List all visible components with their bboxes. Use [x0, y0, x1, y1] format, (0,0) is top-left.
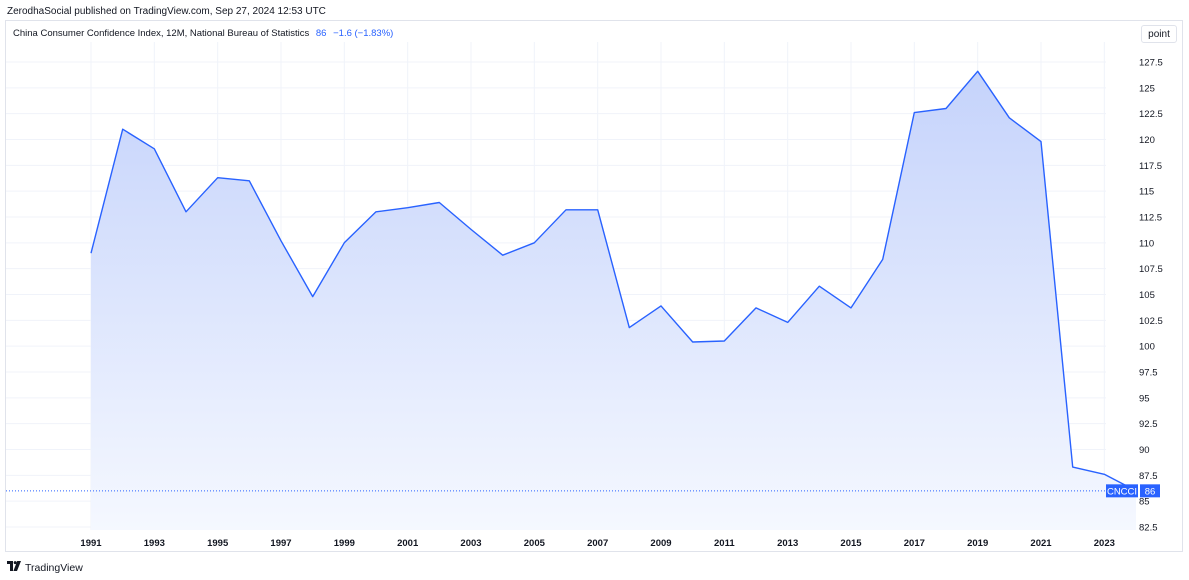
y-tick-label: 90 [1139, 445, 1150, 456]
y-tick-label: 92.5 [1139, 419, 1158, 430]
line-layer [6, 70, 1137, 492]
data-point [1102, 472, 1106, 476]
y-tick-label: 110 [1139, 238, 1154, 249]
x-tick-label: 2007 [587, 538, 608, 549]
y-tick-label: 120 [1139, 135, 1155, 146]
legend-last-value: 86 [315, 28, 327, 39]
x-tick-label: 2021 [1030, 538, 1052, 549]
x-tick-label: 2001 [397, 538, 419, 549]
y-tick-label: 112.5 [1139, 213, 1162, 224]
data-point [89, 251, 93, 255]
x-tick-label: 2023 [1094, 538, 1115, 549]
data-point [501, 253, 505, 257]
series-line [90, 70, 1137, 492]
y-tick-label: 82.5 [1139, 523, 1158, 534]
y-tick-label: 95 [1139, 393, 1150, 404]
data-point [754, 306, 758, 310]
x-tick-label: 1997 [270, 538, 291, 549]
data-point [627, 326, 631, 330]
data-point [786, 320, 790, 324]
data-point [437, 201, 441, 205]
y-tick-label: 102.5 [1139, 316, 1163, 327]
chart-legend: China Consumer Confidence Index, 12M, Na… [13, 28, 393, 39]
data-point [469, 227, 473, 231]
data-point [216, 176, 220, 180]
published-line: ZerodhaSocial published on TradingView.c… [7, 6, 326, 17]
data-point [247, 179, 251, 183]
x-tick-label: 2019 [967, 538, 988, 549]
scale-mode-button[interactable]: point [1141, 25, 1177, 43]
x-tick-label: 1991 [80, 538, 102, 549]
data-point [1071, 465, 1075, 469]
price-tag-value: 86 [1145, 486, 1156, 497]
legend-change: −1.6 (−1.83%) [333, 28, 394, 39]
data-point [121, 127, 125, 131]
y-tick-label: 87.5 [1139, 471, 1158, 482]
data-point [532, 241, 536, 245]
data-point [596, 208, 600, 212]
series-area [91, 71, 1136, 531]
data-point [1007, 116, 1011, 120]
y-tick-label: 115 [1139, 187, 1154, 198]
x-tick-label: 2015 [840, 538, 862, 549]
x-tick-label: 1995 [207, 538, 229, 549]
y-axis: 82.5 85 87.5 90 92.5 95 97.5 100 102.5 105 107.5 11… [1139, 58, 1163, 534]
y-tick-label: 122.5 [1139, 109, 1163, 120]
data-point [849, 306, 853, 310]
data-point [564, 208, 568, 212]
data-point [817, 284, 821, 288]
x-tick-label: 2017 [904, 538, 925, 549]
footer-brand[interactable]: TradingView [7, 561, 83, 574]
x-tick-label: 2011 [714, 538, 735, 549]
data-point [311, 295, 315, 299]
data-point [152, 147, 156, 151]
y-tick-label: 97.5 [1139, 368, 1158, 379]
y-tick-label: 85 [1139, 497, 1150, 508]
y-tick-label: 117.5 [1139, 161, 1162, 172]
data-point [976, 69, 980, 73]
x-tick-label: 1999 [334, 538, 355, 549]
data-point [374, 210, 378, 214]
tradingview-logo-icon [7, 561, 21, 574]
x-tick-label: 2009 [650, 538, 671, 549]
y-tick-label: 125 [1139, 83, 1155, 94]
x-tick-label: 2013 [777, 538, 798, 549]
area-layer [91, 71, 1136, 531]
price-tag-symbol-bg [1106, 484, 1138, 498]
price-tag-value-bg [1140, 484, 1160, 498]
data-point [342, 241, 346, 245]
y-tick-label: 105 [1139, 290, 1155, 301]
data-point [691, 340, 695, 344]
y-tick-label: 100 [1139, 342, 1155, 353]
footer-brand-label: TradingView [25, 561, 83, 574]
data-point [881, 257, 885, 261]
data-point [279, 239, 283, 243]
data-point [912, 111, 916, 115]
legend-title: China Consumer Confidence Index, 12M, Na… [13, 28, 310, 39]
y-tick-label: 107.5 [1139, 264, 1163, 275]
price-tag-symbol: CNCCI [1107, 486, 1137, 497]
x-tick-label: 2003 [460, 538, 481, 549]
x-tick-label: 2005 [524, 538, 546, 549]
data-point [1039, 140, 1043, 144]
data-point [659, 304, 663, 308]
x-tick-label: 1993 [144, 538, 165, 549]
y-tick-label: 127.5 [1139, 58, 1163, 69]
x-axis: 1991 1993 1995 1997 1999 2001 2003 2005 2007 2009… [80, 538, 1114, 549]
data-point [184, 210, 188, 214]
price-tag: CNCCI 86 [1106, 484, 1160, 498]
data-point [406, 206, 410, 210]
data-point [944, 107, 948, 111]
data-point [722, 339, 726, 343]
